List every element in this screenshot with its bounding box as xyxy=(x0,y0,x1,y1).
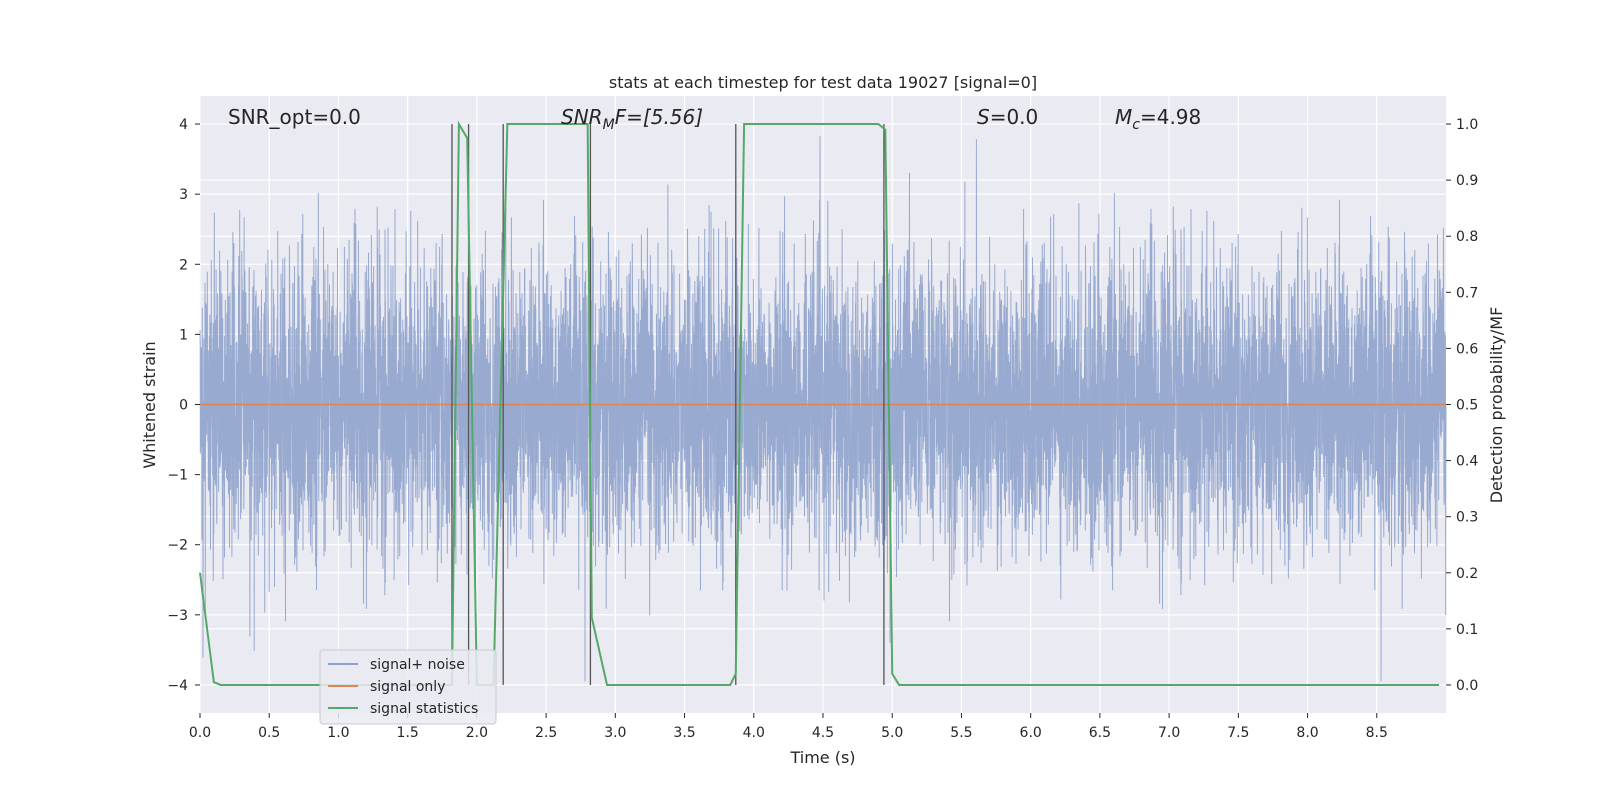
y-tick-label-6: −2 xyxy=(167,538,188,554)
x-tick-label-5: 2.5 xyxy=(535,725,557,741)
series-signal-statistics xyxy=(199,120,1440,686)
x-tick-label-12: 6.0 xyxy=(1020,725,1042,741)
x-tick-label-16: 8.0 xyxy=(1296,725,1318,741)
y-axis-ticks: 4 3 2 1 0 −1 −2 −3 −4 xyxy=(167,117,200,694)
annotation-snr-mf-sub: M xyxy=(603,117,615,133)
y-tick-label-7: −3 xyxy=(167,608,188,624)
x-tick-label-10: 5.0 xyxy=(881,725,903,741)
x-tick-label-3: 1.5 xyxy=(397,725,419,741)
legend-label-signal-only: signal only xyxy=(370,679,445,695)
x-tick-label-9: 4.5 xyxy=(812,725,834,741)
y-tick-label-5: −1 xyxy=(167,468,188,484)
y2-tick-label-5: 0.5 xyxy=(1456,398,1478,414)
y-tick-label-1: 3 xyxy=(179,187,188,203)
annotation-s-main: S xyxy=(977,105,990,129)
x-axis-ticks: 0.0 0.5 1.0 1.5 2.0 2.5 3.0 3.5 4.0 4.5 5.0 5.5 6.0 6… xyxy=(189,713,1388,741)
y2-tick-label-2: 0.8 xyxy=(1456,229,1478,245)
y-axis-label: Whitened strain xyxy=(140,341,159,468)
x-tick-label-11: 5.5 xyxy=(950,725,972,741)
x-tick-label-14: 7.0 xyxy=(1158,725,1180,741)
series-signal-noise xyxy=(199,136,1447,682)
annotation-mc-rest: =4.98 xyxy=(1140,105,1201,129)
annotation-snr-opt-text: SNR_opt=0.0 xyxy=(228,105,361,129)
y-tick-label-0: 4 xyxy=(179,117,188,133)
y2-axis-ticks: 1.0 0.9 0.8 0.7 0.6 0.5 0.4 0.3 0.2 0.1 0.0 xyxy=(1446,117,1478,694)
annotation-s: S=0.0 xyxy=(977,105,1038,129)
annotation-snr-opt: SNR_opt=0.0 xyxy=(228,105,361,129)
signal-noise-line xyxy=(199,136,1447,682)
y-tick-label-8: −4 xyxy=(167,678,188,694)
x-tick-label-4: 2.0 xyxy=(466,725,488,741)
y2-tick-label-9: 0.1 xyxy=(1456,622,1478,638)
legend-box xyxy=(319,649,497,725)
legend-label-signal-noise: signal+ noise xyxy=(370,657,465,673)
x-tick-label-13: 6.5 xyxy=(1089,725,1111,741)
x-tick-label-15: 7.5 xyxy=(1227,725,1249,741)
chart-title: stats at each timestep for test data 190… xyxy=(609,73,1037,92)
signal-statistics-line xyxy=(199,120,1440,686)
y2-tick-label-3: 0.7 xyxy=(1456,285,1478,301)
y2-tick-label-10: 0.0 xyxy=(1456,678,1478,694)
annotation-snr-mf: SNRMF=[5.56] xyxy=(561,105,703,133)
y2-tick-label-7: 0.3 xyxy=(1456,510,1478,526)
annotation-mc-main: M xyxy=(1115,105,1132,129)
y2-tick-label-4: 0.6 xyxy=(1456,341,1478,357)
x-axis-label: Time (s) xyxy=(789,748,855,767)
annotation-snr-mf-main: SNR xyxy=(561,105,603,129)
x-tick-label-7: 3.5 xyxy=(673,725,695,741)
x-tick-label-8: 4.0 xyxy=(743,725,765,741)
legend-label-signal-statistics: signal statistics xyxy=(370,701,478,717)
x-tick-label-6: 3.0 xyxy=(604,725,626,741)
annotation-mc: Mc=4.98 xyxy=(1115,105,1201,133)
y2-tick-label-1: 0.9 xyxy=(1456,173,1478,189)
y-tick-label-2: 2 xyxy=(179,257,188,273)
y-tick-label-4: 0 xyxy=(179,398,188,414)
annotation-snr-mf-rest: F=[5.56] xyxy=(615,105,703,129)
y2-axis-label: Detection probability/MF xyxy=(1487,307,1506,504)
legend: signal+ noise signal only signal statist… xyxy=(319,649,497,725)
y-tick-label-3: 1 xyxy=(179,327,188,343)
y2-tick-label-8: 0.2 xyxy=(1456,566,1478,582)
annotation-s-rest: =0.0 xyxy=(990,105,1039,129)
x-tick-label-17: 8.5 xyxy=(1366,725,1388,741)
x-tick-label-1: 0.5 xyxy=(258,725,280,741)
y2-tick-label-0: 1.0 xyxy=(1456,117,1478,133)
y2-tick-label-6: 0.4 xyxy=(1456,454,1478,470)
x-tick-label-0: 0.0 xyxy=(189,725,211,741)
x-tick-label-2: 1.0 xyxy=(327,725,349,741)
annotation-mc-sub: c xyxy=(1132,117,1140,133)
